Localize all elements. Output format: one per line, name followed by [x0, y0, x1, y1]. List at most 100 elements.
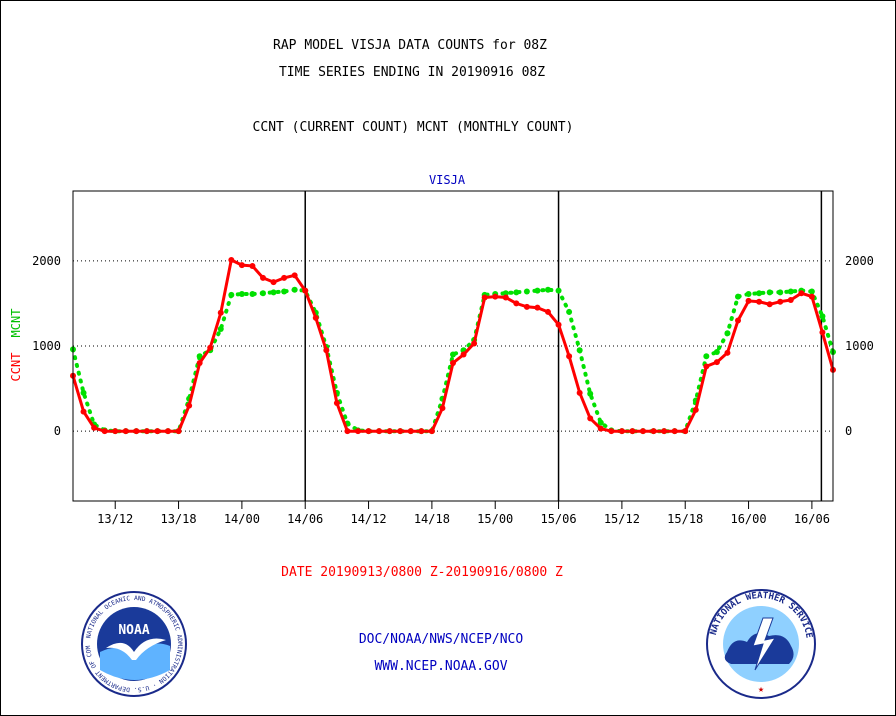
mcnt-point — [502, 290, 509, 297]
mcnt-point — [523, 288, 530, 295]
mcnt-point — [196, 353, 203, 360]
ccnt-point — [661, 428, 668, 435]
ytick-right-1000: 1000 — [845, 339, 874, 353]
ccnt-point — [397, 428, 404, 435]
ccnt-point — [576, 389, 583, 396]
mcnt-point — [735, 293, 741, 300]
ccnt-point — [281, 274, 288, 281]
org-line: DOC/NOAA/NWS/NCEP/NCO — [358, 632, 524, 647]
mcnt-point — [566, 308, 573, 315]
plot-title: VISJA — [429, 173, 466, 187]
ccnt-point — [756, 298, 763, 305]
ccnt-point — [165, 428, 171, 435]
plot-border — [72, 190, 834, 502]
ccnt-point — [355, 428, 361, 435]
mcnt-point — [587, 390, 594, 397]
xtick-label: 15/12 — [604, 512, 640, 526]
series-layer — [70, 256, 836, 435]
ccnt-point — [534, 304, 541, 311]
ccnt-point — [186, 402, 193, 409]
ccnt-point — [291, 272, 298, 279]
ncep-url: WWW.NCEP.NOAA.GOV — [374, 659, 508, 674]
mcnt-point — [270, 289, 277, 296]
ccnt-point — [238, 262, 245, 269]
ccnt-point — [101, 428, 108, 435]
xtick-label: 13/12 — [97, 512, 133, 526]
date-range: DATE 20190913/0800 Z-20190916/0800 Z — [281, 565, 563, 580]
ccnt-point — [513, 300, 520, 307]
chart-subtitle: CCNT (CURRENT COUNT) MCNT (MONTHLY COUNT… — [252, 120, 574, 135]
xtick-label: 14/18 — [414, 512, 450, 526]
mcnt-point — [713, 348, 720, 355]
ccnt-point — [122, 428, 129, 435]
ccnt-point — [787, 297, 794, 304]
chart-title-line1: RAP MODEL VISJA DATA COUNTS for 08Z — [273, 38, 547, 53]
ccnt-point — [671, 428, 678, 435]
chart-title-line2: TIME SERIES ENDING IN 20190916 08Z — [278, 65, 546, 80]
ccnt-point — [650, 428, 657, 435]
mcnt-point — [576, 347, 583, 354]
ccnt-point — [143, 428, 150, 435]
ccnt-point — [407, 428, 414, 435]
mcnt-point — [534, 287, 541, 294]
ccnt-point — [766, 301, 773, 308]
ytick-left-1000: 1000 — [32, 339, 61, 353]
ccnt-point — [724, 349, 731, 356]
ccnt-point — [545, 308, 551, 315]
ccnt-point — [386, 428, 393, 435]
mcnt-point — [281, 288, 288, 295]
ccnt-point — [597, 425, 604, 432]
ccnt-point — [566, 353, 573, 360]
ccnt-point — [713, 359, 720, 366]
mcnt-point — [703, 353, 710, 360]
ccnt-point — [91, 424, 98, 431]
ccnt-point — [692, 406, 699, 413]
ccnt-point — [333, 400, 340, 407]
ccnt-point — [629, 428, 636, 435]
ccnt-point — [587, 415, 594, 422]
mcnt-point — [724, 330, 731, 337]
ccnt-point — [502, 294, 509, 301]
ccnt-point — [365, 428, 372, 435]
mcnt-point — [555, 287, 562, 294]
nws-logo: NATIONAL WEATHER SERVICE ★ — [706, 589, 816, 699]
ccnt-point — [207, 344, 214, 351]
ytick-left-2000: 2000 — [32, 254, 61, 268]
mcnt-point — [597, 419, 604, 426]
ylabel-ccnt: CCNT — [9, 353, 23, 382]
ccnt-point — [344, 428, 351, 435]
nws-star-icon: ★ — [758, 684, 764, 695]
ytick-left-0: 0 — [54, 424, 61, 438]
ccnt-point — [798, 290, 805, 297]
ccnt-point — [249, 262, 256, 269]
mcnt-point — [217, 325, 224, 332]
ccnt-point — [418, 428, 425, 435]
mcnt-point — [756, 290, 763, 297]
ccnt-point — [618, 428, 625, 435]
ccnt-point — [428, 428, 435, 435]
ccnt-point — [133, 428, 140, 435]
axis-layer: 0 0 1000 1000 2000 2000 13/12 13/18 14/00 14/06 14… — [32, 254, 874, 526]
ccnt-point — [270, 279, 277, 286]
ccnt-point — [735, 317, 741, 324]
mcnt-point — [787, 288, 794, 295]
mcnt-point — [260, 290, 266, 297]
mcnt-point — [80, 389, 87, 396]
ccnt-point — [555, 321, 562, 328]
ccnt-point — [777, 298, 784, 305]
ccnt-point — [80, 408, 87, 415]
ccnt-point — [745, 297, 752, 304]
xtick-label: 16/00 — [730, 512, 766, 526]
xtick-label: 14/12 — [350, 512, 386, 526]
xtick-label: 15/00 — [477, 512, 513, 526]
ccnt-point — [196, 360, 203, 367]
ylabel-mcnt: MCNT — [9, 309, 23, 338]
ccnt-point — [154, 428, 161, 435]
ccnt-point — [808, 293, 815, 300]
ccnt-point — [312, 314, 319, 321]
ccnt-point — [471, 340, 478, 347]
ytick-right-0: 0 — [845, 424, 852, 438]
ccnt-point — [523, 303, 530, 310]
ccnt-point — [323, 347, 330, 354]
ccnt-point — [439, 405, 446, 412]
